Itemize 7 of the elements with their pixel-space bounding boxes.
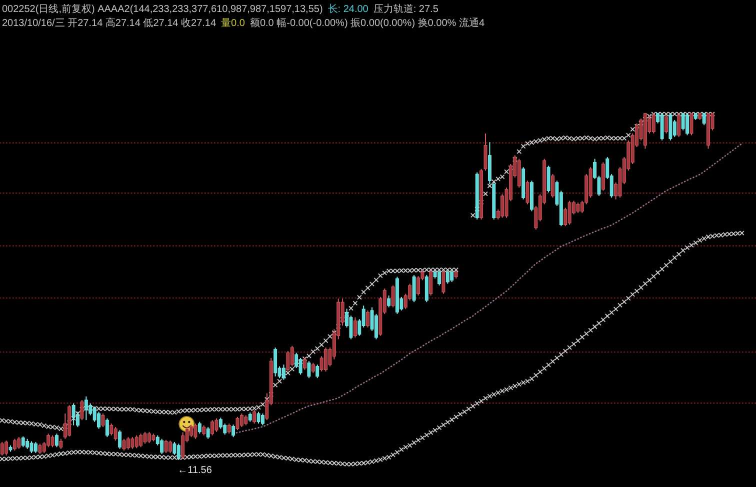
annotation: 002252(日线,前复权) AAAA2(144,233,233,377,610,987,987,1597,13,55) [2,4,323,15]
annotation: 额0.0 幅-0.00(-0.00%) 振0.00(0.00%) 换0.00% 流通4 [250,18,484,29]
annotation: 量0.0 [221,18,245,29]
annotation: 压力轨道: 27.5 [373,4,438,15]
annotation: 2013/10/16/三 开27.14 高27.14 低27.14 收27.14 [2,18,216,29]
annotation: ←11.56 [178,465,212,476]
annotation: 长: 24.00 [328,4,368,15]
